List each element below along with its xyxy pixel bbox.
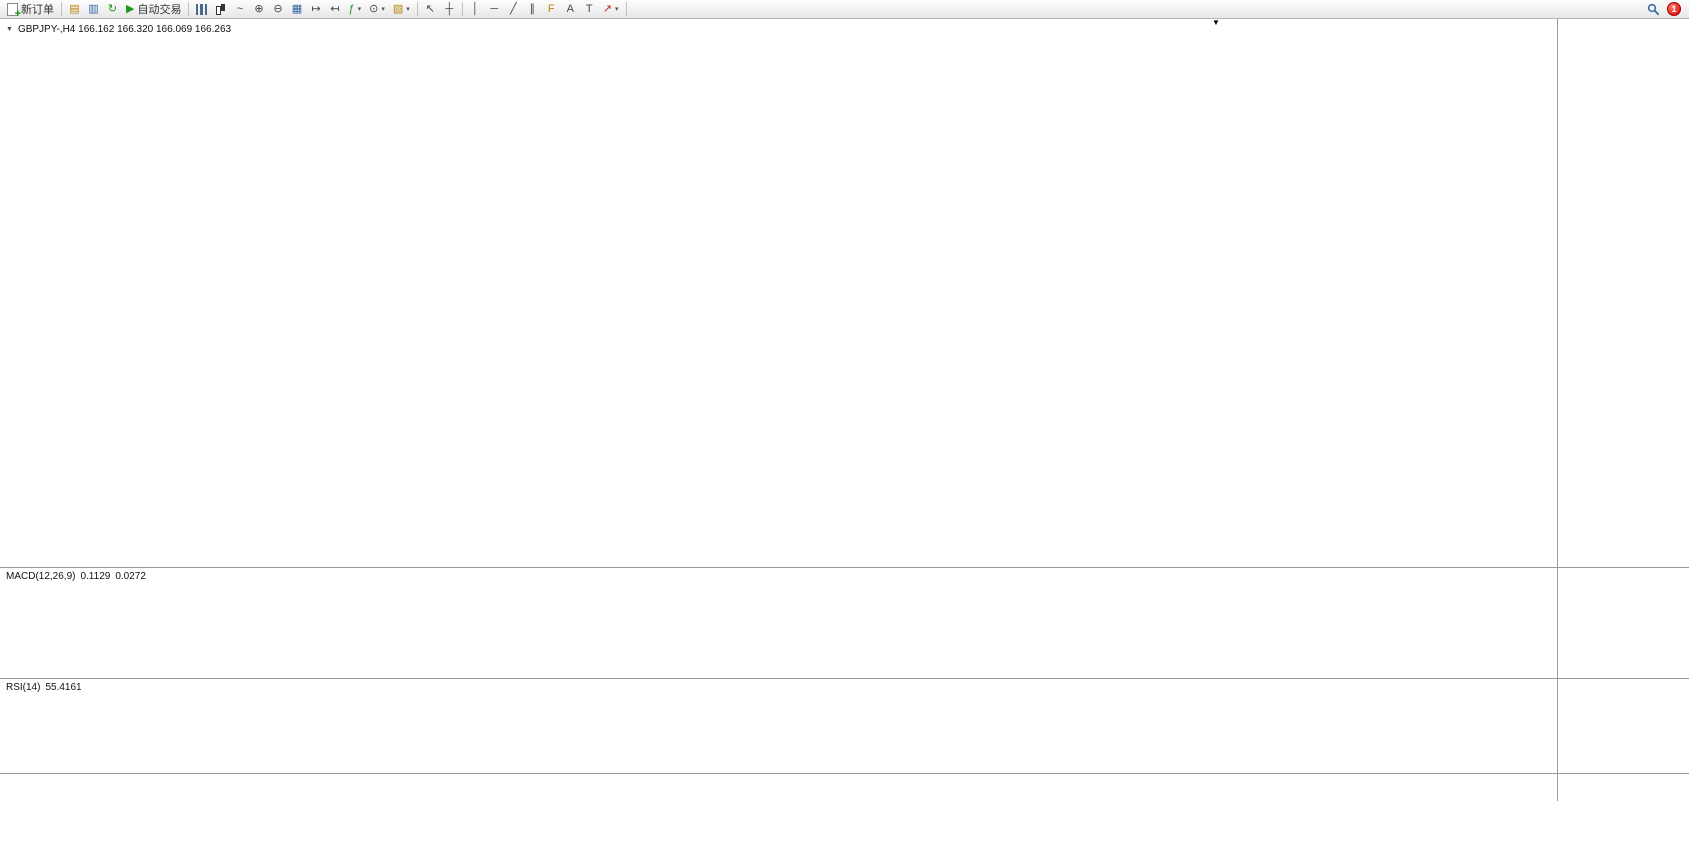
main-toolbar: + 新订单 ▤ ▥ ↻ ▶ 自动交易 ~ ⊕ ⊖ ▦ ↦ ↤ ƒ ▾ ⊙ ▾ ▧ ▾ … xyxy=(0,0,1689,19)
new-order-button[interactable]: + 新订单 xyxy=(3,1,58,19)
search-button[interactable] xyxy=(1643,1,1664,18)
rsi-plot[interactable]: RSI(14) 55.4161 xyxy=(0,679,1557,773)
zoom-in-button[interactable]: ⊕ xyxy=(249,1,268,18)
chevron-down-icon: ▾ xyxy=(357,6,362,13)
text-button[interactable]: A xyxy=(561,1,580,18)
toolbar-separator xyxy=(625,2,627,16)
tile-windows-icon: ▦ xyxy=(291,2,303,15)
macd-title: MACD(12,26,9) xyxy=(6,571,76,582)
macd-plot[interactable]: MACD(12,26,9) 0.1129 0.0272 xyxy=(0,568,1557,678)
tile-windows-button[interactable]: ▦ xyxy=(287,1,306,18)
cursor-button[interactable]: ↖ xyxy=(421,1,440,18)
chart-ohlc-header: ▼ GBPJPY-,H4 166.162 166.320 166.069 166… xyxy=(6,24,231,35)
chart-shift-marker[interactable]: ▼ xyxy=(1212,18,1220,27)
chevron-down-icon: ▾ xyxy=(614,6,619,13)
macd-signal-value: 0.0272 xyxy=(115,571,146,582)
bar-chart-icon xyxy=(196,3,208,15)
vertical-line-icon: │ xyxy=(471,2,479,15)
clock-icon: ⊙ xyxy=(369,2,379,15)
market-watch-icon: ▤ xyxy=(69,2,80,15)
zoom-out-button[interactable]: ⊖ xyxy=(268,1,287,18)
crosshair-button[interactable]: ┼ xyxy=(440,1,459,18)
text-label-icon: T xyxy=(585,2,593,15)
cursor-icon: ↖ xyxy=(425,2,435,15)
rsi-indicator-chart[interactable] xyxy=(0,679,1557,774)
text-icon: A xyxy=(566,2,574,15)
periods-menu-button[interactable]: ⊙ ▾ xyxy=(365,1,389,18)
candlestick-chart-button[interactable] xyxy=(211,1,230,18)
rsi-axis-corner xyxy=(1557,679,1689,773)
price-axis[interactable] xyxy=(1557,19,1689,567)
templates-button[interactable]: ▧ ▾ xyxy=(389,1,414,18)
indicators-icon: ƒ xyxy=(348,2,355,15)
time-axis-pane xyxy=(0,774,1689,801)
vertical-line-button[interactable]: │ xyxy=(466,1,485,18)
line-chart-button[interactable]: ~ xyxy=(230,1,249,18)
templates-icon: ▧ xyxy=(392,2,404,15)
new-order-icon: + xyxy=(7,2,21,19)
chart-shift-button[interactable]: ↤ xyxy=(325,1,344,18)
candlestick-chart[interactable] xyxy=(0,19,1557,568)
market-watch-button[interactable]: ▤ xyxy=(65,1,84,18)
line-chart-icon: ~ xyxy=(236,2,244,15)
toolbar-separator xyxy=(416,2,418,16)
candlestick-icon xyxy=(215,3,226,16)
crosshair-icon: ┼ xyxy=(445,2,454,15)
horizontal-line-icon: ─ xyxy=(490,2,499,15)
play-icon: ▶ xyxy=(126,2,135,15)
time-axis[interactable] xyxy=(0,774,1557,801)
time-axis-plot[interactable] xyxy=(0,774,1557,801)
rsi-indicator-label: RSI(14) 55.4161 xyxy=(6,682,82,693)
auto-trading-label: 自动交易 xyxy=(137,4,182,16)
toolbar-separator xyxy=(61,2,62,16)
macd-indicator-label: MACD(12,26,9) 0.1129 0.0272 xyxy=(6,571,146,582)
refresh-icon: ↻ xyxy=(107,2,118,15)
macd-pane: MACD(12,26,9) 0.1129 0.0272 xyxy=(0,568,1689,679)
macd-indicator-chart[interactable] xyxy=(0,568,1557,679)
toolbar-separator xyxy=(461,2,463,16)
chevron-down-icon: ▾ xyxy=(381,6,385,13)
bottom-filler xyxy=(0,801,1689,863)
search-icon xyxy=(1647,3,1660,15)
axis-corner xyxy=(1557,774,1689,801)
indicators-button[interactable]: ƒ ▾ xyxy=(344,1,365,18)
new-order-label: 新订单 xyxy=(21,4,54,16)
bar-chart-button[interactable] xyxy=(192,1,211,18)
channel-icon: ∥ xyxy=(529,2,536,15)
trendline-button[interactable]: ╱ xyxy=(504,1,523,18)
horizontal-line-button[interactable]: ─ xyxy=(485,1,504,18)
toolbar-separator xyxy=(188,2,190,16)
refresh-button[interactable]: ↻ xyxy=(103,1,122,18)
notification-badge[interactable]: 1 xyxy=(1667,2,1681,16)
zoom-out-icon: ⊖ xyxy=(273,2,283,15)
macd-value: 0.1129 xyxy=(80,571,111,582)
symbol-ohlc-text: GBPJPY-,H4 166.162 166.320 166.069 166.2… xyxy=(17,24,232,35)
fibonacci-icon: F xyxy=(547,2,555,15)
rsi-value: 55.4161 xyxy=(45,682,82,693)
auto-scroll-icon: ↦ xyxy=(311,2,321,15)
profiles-button[interactable]: ▥ xyxy=(84,1,103,18)
zoom-in-icon: ⊕ xyxy=(254,2,264,15)
arrow-tool-icon: ↗ xyxy=(602,2,612,15)
profiles-icon: ▥ xyxy=(88,2,99,15)
channel-button[interactable]: ∥ xyxy=(523,1,542,18)
one-click-trading-toggle[interactable]: ▼ xyxy=(6,26,13,33)
rsi-pane: RSI(14) 55.4161 xyxy=(0,679,1689,774)
rsi-title: RSI(14) xyxy=(6,682,41,693)
chevron-down-icon: ▾ xyxy=(406,6,410,13)
price-chart-plot[interactable]: ▼ GBPJPY-,H4 166.162 166.320 166.069 166… xyxy=(0,19,1557,567)
arrows-tool-button[interactable]: ↗ ▾ xyxy=(599,1,623,18)
auto-trading-button[interactable]: ▶ 自动交易 xyxy=(122,1,185,18)
macd-axis[interactable] xyxy=(1557,568,1689,678)
fibonacci-button[interactable]: F xyxy=(542,1,561,18)
price-chart-pane: ▼ GBPJPY-,H4 166.162 166.320 166.069 166… xyxy=(0,19,1689,568)
chart-shift-icon: ↤ xyxy=(330,2,340,15)
auto-scroll-button[interactable]: ↦ xyxy=(306,1,325,18)
trendline-icon: ╱ xyxy=(509,2,517,15)
text-label-button[interactable]: T xyxy=(580,1,599,18)
